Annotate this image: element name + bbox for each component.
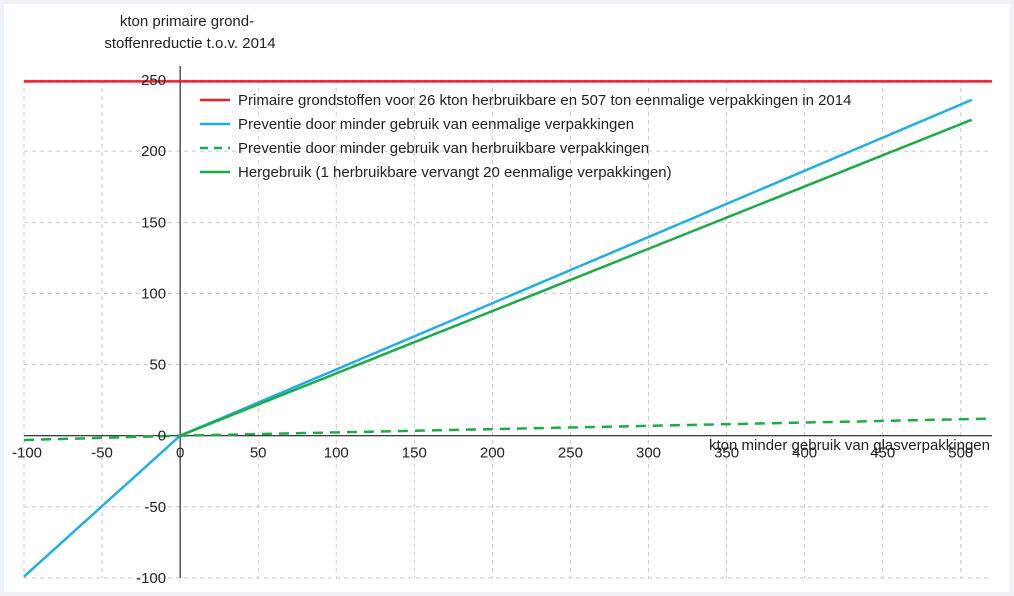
legend: Primaire grondstoffen voor 26 kton herbr…: [200, 92, 851, 181]
x-axis-title: kton minder gebruik van glasverpakkingen: [709, 437, 990, 454]
x-tick-label: 500: [948, 445, 973, 462]
x-tick-label: 200: [480, 445, 505, 462]
y-tick-label: -100: [136, 570, 166, 587]
x-tick-label: 100: [324, 445, 349, 462]
tick-labels: -100 -50 0 50 100 150 200 250 300 350 400 450 500-10…: [12, 72, 973, 587]
y-tick-label: 0: [158, 428, 166, 445]
x-tick-label: 0: [176, 445, 184, 462]
series-lines: [23, 80, 993, 578]
legend-label-2: Preventie door minder gebruik van eenmal…: [238, 116, 634, 133]
y-tick-label: 100: [141, 285, 166, 302]
y-tick-label: 200: [141, 143, 166, 160]
legend-label-4: Hergebruik (1 herbruikbare vervangt 20 e…: [238, 164, 672, 181]
y-tick-label: 150: [141, 214, 166, 231]
x-tick-label: 50: [250, 445, 267, 462]
chart-container: -100 -50 0 50 100 150 200 250 300 350 400 450 500 -10…: [4, 4, 1010, 592]
x-tick-label: 250: [558, 445, 583, 462]
y-tick-label: -50: [144, 499, 166, 516]
gridlines: [23, 79, 992, 579]
x-tick-label: 350: [714, 445, 739, 462]
y-axis-title-line-2: stoffenreductie t.o.v. 2014: [104, 35, 275, 52]
x-tick-label: -50: [91, 445, 113, 462]
legend-label-3: Preventie door minder gebruik van herbru…: [238, 140, 649, 157]
x-tick-label: 150: [402, 445, 427, 462]
x-tick-label: 400: [792, 445, 817, 462]
legend-label-1: Primaire grondstoffen voor 26 kton herbr…: [238, 92, 851, 109]
series-line-4: [179, 118, 973, 437]
x-tick-label: -100: [12, 445, 42, 462]
x-tick-label: 450: [870, 445, 895, 462]
y-tick-label: 50: [149, 357, 166, 374]
x-tick-label: 300: [636, 445, 661, 462]
y-tick-label: 250: [141, 72, 166, 89]
line-chart: -100 -50 0 50 100 150 200 250 300 350 400 450 500-10…: [12, 13, 993, 587]
y-axis-title-line-1: kton primaire grond-: [120, 13, 254, 30]
